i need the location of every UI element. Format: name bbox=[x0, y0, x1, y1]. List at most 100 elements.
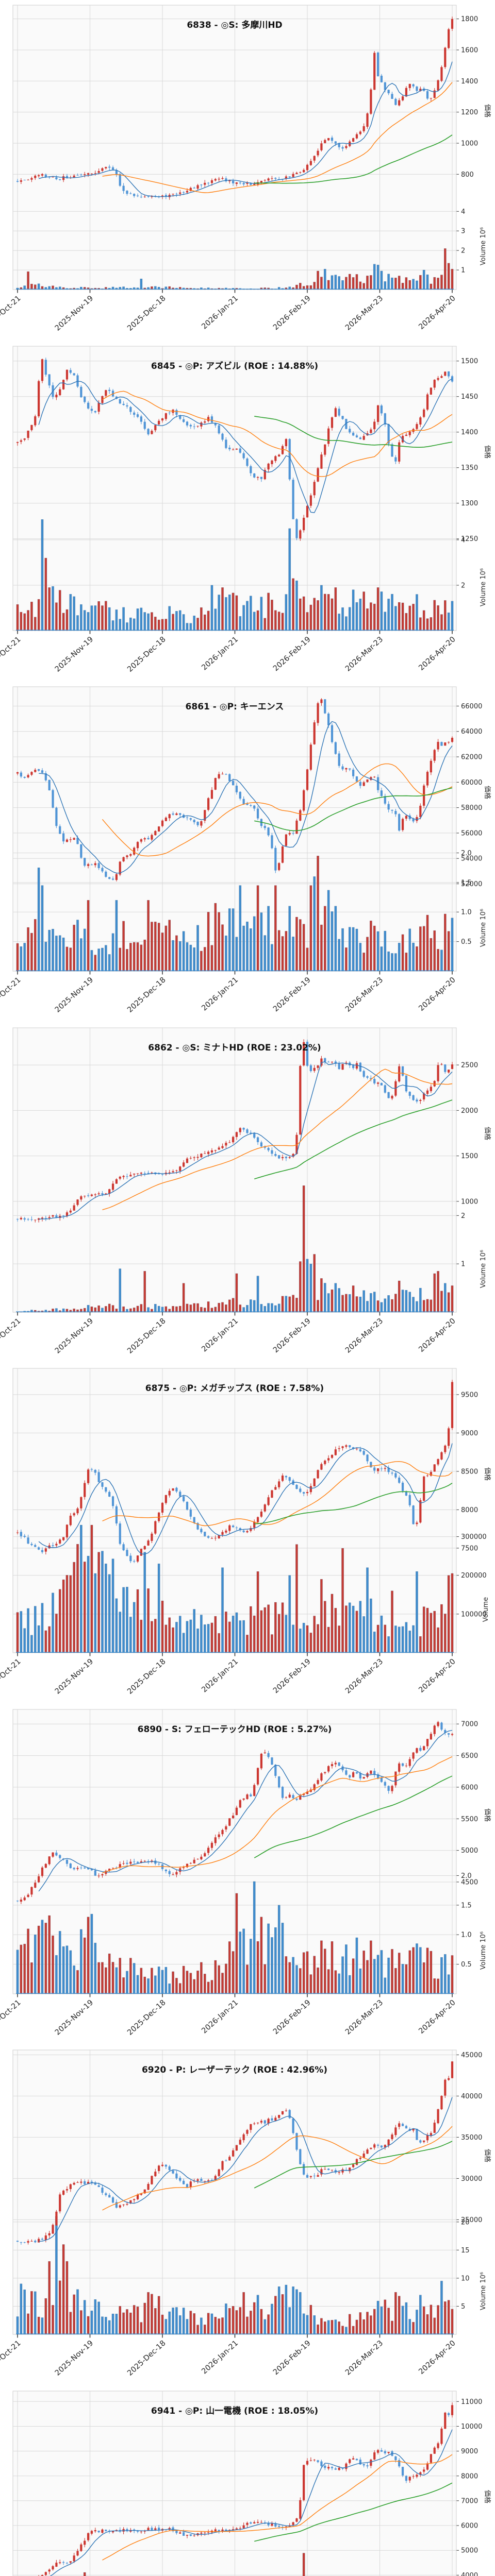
chart-title: 6845 - ◎P: アズビル (ROE : 14.88%) bbox=[151, 361, 318, 371]
price-tick-label: 30000 bbox=[461, 2175, 482, 2183]
date-tick-label: 2025-Oct-21 bbox=[0, 2339, 23, 2377]
date-tick-label: 2025-Nov-19 bbox=[54, 1657, 95, 1696]
volume-tick-label: 1 bbox=[461, 267, 465, 275]
stock-chart-6890: 6890 - S: フェローテックHD (ROE : 5.27%) 4500 500… bbox=[0, 1709, 491, 2037]
volume-axis-label: Volume 10⁶ bbox=[480, 2272, 487, 2310]
date-tick-label: 2026-Apr-20 bbox=[417, 635, 457, 672]
volume-tick-label: 100000 bbox=[461, 1611, 487, 1618]
date-tick-label: 2025-Dec-18 bbox=[126, 1998, 167, 2037]
ma-long-line bbox=[254, 415, 453, 448]
ma-long-line bbox=[254, 1099, 453, 1179]
volume-tick-label: 1.0 bbox=[461, 909, 472, 917]
price-tick-label: 7000 bbox=[461, 1720, 478, 1728]
price-tick-label: 54000 bbox=[461, 855, 482, 863]
price-tick-label: 10000 bbox=[461, 2422, 482, 2430]
date-tick-label: 2026-Feb-19 bbox=[272, 976, 312, 1013]
price-tick-label: 800 bbox=[461, 171, 474, 179]
volume-bars bbox=[83, 2552, 305, 2576]
date-tick-label: 2025-Dec-18 bbox=[126, 294, 167, 333]
volume-tick-label: 1.5 bbox=[461, 1902, 472, 1909]
ma-mid-line bbox=[102, 763, 453, 857]
volume-axis-label: Volume bbox=[482, 1597, 490, 1622]
date-tick-label: 2025-Oct-21 bbox=[0, 294, 23, 332]
date-tick-label: 2026-Mar-23 bbox=[344, 976, 385, 1014]
gridlines bbox=[13, 687, 456, 971]
date-tick-label: 2026-Mar-23 bbox=[344, 635, 385, 673]
ma-long-line bbox=[254, 1775, 453, 1858]
date-axis: 2025-Oct-21 2025-Nov-19 2025-Dec-18 2026-Ja… bbox=[0, 971, 457, 1014]
chart-title: 6890 - S: フェローテックHD (ROE : 5.27%) bbox=[138, 1724, 332, 1735]
ma-mid-line bbox=[102, 1068, 453, 1210]
date-axis: 2025-Oct-21 2025-Nov-19 2025-Dec-18 2026-Ja… bbox=[0, 2334, 457, 2378]
price-tick-label: 45000 bbox=[461, 2052, 482, 2059]
date-tick-label: 2025-Nov-19 bbox=[54, 1998, 95, 2037]
ma-mid-line bbox=[102, 1461, 453, 1527]
price-tick-label: 1800 bbox=[461, 15, 478, 23]
ma-long-line bbox=[254, 2482, 453, 2541]
price-tick-label: 1450 bbox=[461, 393, 478, 401]
date-tick-label: 2025-Nov-19 bbox=[54, 1317, 95, 1355]
volume-tick-label: 0.5 bbox=[461, 938, 472, 946]
price-axis: 7500 8000 8500 9000 9500 bbox=[456, 1391, 478, 1552]
price-tick-label: 7500 bbox=[461, 1545, 478, 1552]
price-tick-label: 2500 bbox=[461, 1061, 478, 1069]
date-tick-label: 2026-Jan-21 bbox=[200, 2339, 240, 2376]
price-axis-label: 価格 bbox=[483, 786, 491, 799]
price-tick-label: 1400 bbox=[461, 78, 478, 86]
price-axis-label: 価格 bbox=[483, 2149, 491, 2162]
ma-mid-line bbox=[102, 2454, 453, 2561]
price-tick-label: 4000 bbox=[461, 2571, 478, 2576]
volume-tick-label: 20 bbox=[461, 2218, 470, 2226]
price-axis: 800 1000 1200 1400 1600 1800 bbox=[456, 15, 478, 179]
price-tick-label: 56000 bbox=[461, 829, 482, 837]
ma-short-line bbox=[39, 1061, 453, 1219]
volume-tick-label: 2 bbox=[461, 247, 465, 255]
candlesticks bbox=[38, 2402, 454, 2576]
gridlines bbox=[13, 1709, 456, 1994]
date-tick-label: 2026-Jan-21 bbox=[200, 294, 240, 331]
date-tick-label: 2025-Oct-21 bbox=[0, 1657, 23, 1695]
ma-short-line bbox=[38, 1730, 453, 1891]
candlesticks bbox=[16, 1380, 454, 1563]
ma-long-line bbox=[254, 787, 453, 832]
gridlines bbox=[13, 5, 456, 290]
price-tick-label: 2000 bbox=[461, 1107, 478, 1114]
ma-short-line bbox=[39, 2097, 453, 2242]
price-tick-label: 8000 bbox=[461, 1506, 478, 1514]
price-tick-label: 9000 bbox=[461, 2448, 478, 2455]
price-axis: 1250 1300 1350 1400 1450 1500 bbox=[456, 358, 478, 543]
volume-tick-label: 2 bbox=[461, 582, 465, 589]
price-tick-label: 8500 bbox=[461, 1468, 478, 1476]
volume-tick-label: 1 bbox=[461, 1260, 465, 1268]
chart-title: 6941 - ◎P: 山一電機 (ROE : 18.05%) bbox=[151, 2405, 318, 2416]
price-tick-label: 8000 bbox=[461, 2472, 478, 2480]
date-tick-label: 2025-Dec-18 bbox=[126, 976, 167, 1014]
price-tick-label: 11000 bbox=[461, 2398, 482, 2405]
volume-bars bbox=[16, 1524, 454, 1653]
date-tick-label: 2026-Apr-20 bbox=[417, 1998, 457, 2036]
ma-short-line bbox=[39, 721, 453, 874]
date-axis: 2025-Oct-21 2025-Nov-19 2025-Dec-18 2026-Ja… bbox=[0, 630, 457, 673]
price-axis-label: 価格 bbox=[483, 104, 491, 117]
date-tick-label: 2026-Apr-20 bbox=[417, 1317, 457, 1354]
price-tick-label: 1500 bbox=[461, 1153, 478, 1160]
date-tick-label: 2026-Mar-23 bbox=[344, 1998, 385, 2037]
ma-long-line bbox=[254, 1483, 453, 1524]
price-axis-label: 価格 bbox=[483, 445, 491, 458]
volume-axis-label: Volume 10⁶ bbox=[480, 1931, 487, 1969]
volume-tick-label: 3 bbox=[461, 228, 465, 235]
date-tick-label: 2026-Mar-23 bbox=[344, 1657, 385, 1696]
volume-tick-label: 300000 bbox=[461, 1533, 487, 1541]
date-tick-label: 2025-Oct-21 bbox=[0, 976, 23, 1013]
candlesticks bbox=[16, 2061, 454, 2245]
price-tick-label: 40000 bbox=[461, 2093, 482, 2100]
gridlines bbox=[13, 346, 456, 631]
volume-tick-label: 15 bbox=[461, 2247, 470, 2255]
price-tick-label: 66000 bbox=[461, 703, 482, 710]
stock-chart-6861: 6861 - ◎P: キーエンス 52000 54000 56000 58000 6000… bbox=[0, 686, 491, 1014]
stock-chart-6845: 6845 - ◎P: アズビル (ROE : 14.88%) 1250 1300 13… bbox=[0, 346, 491, 673]
volume-tick-label: 2 bbox=[461, 1212, 465, 1219]
price-axis: 25000 30000 35000 40000 45000 bbox=[456, 2052, 482, 2224]
price-axis-label: 価格 bbox=[483, 1808, 491, 1821]
